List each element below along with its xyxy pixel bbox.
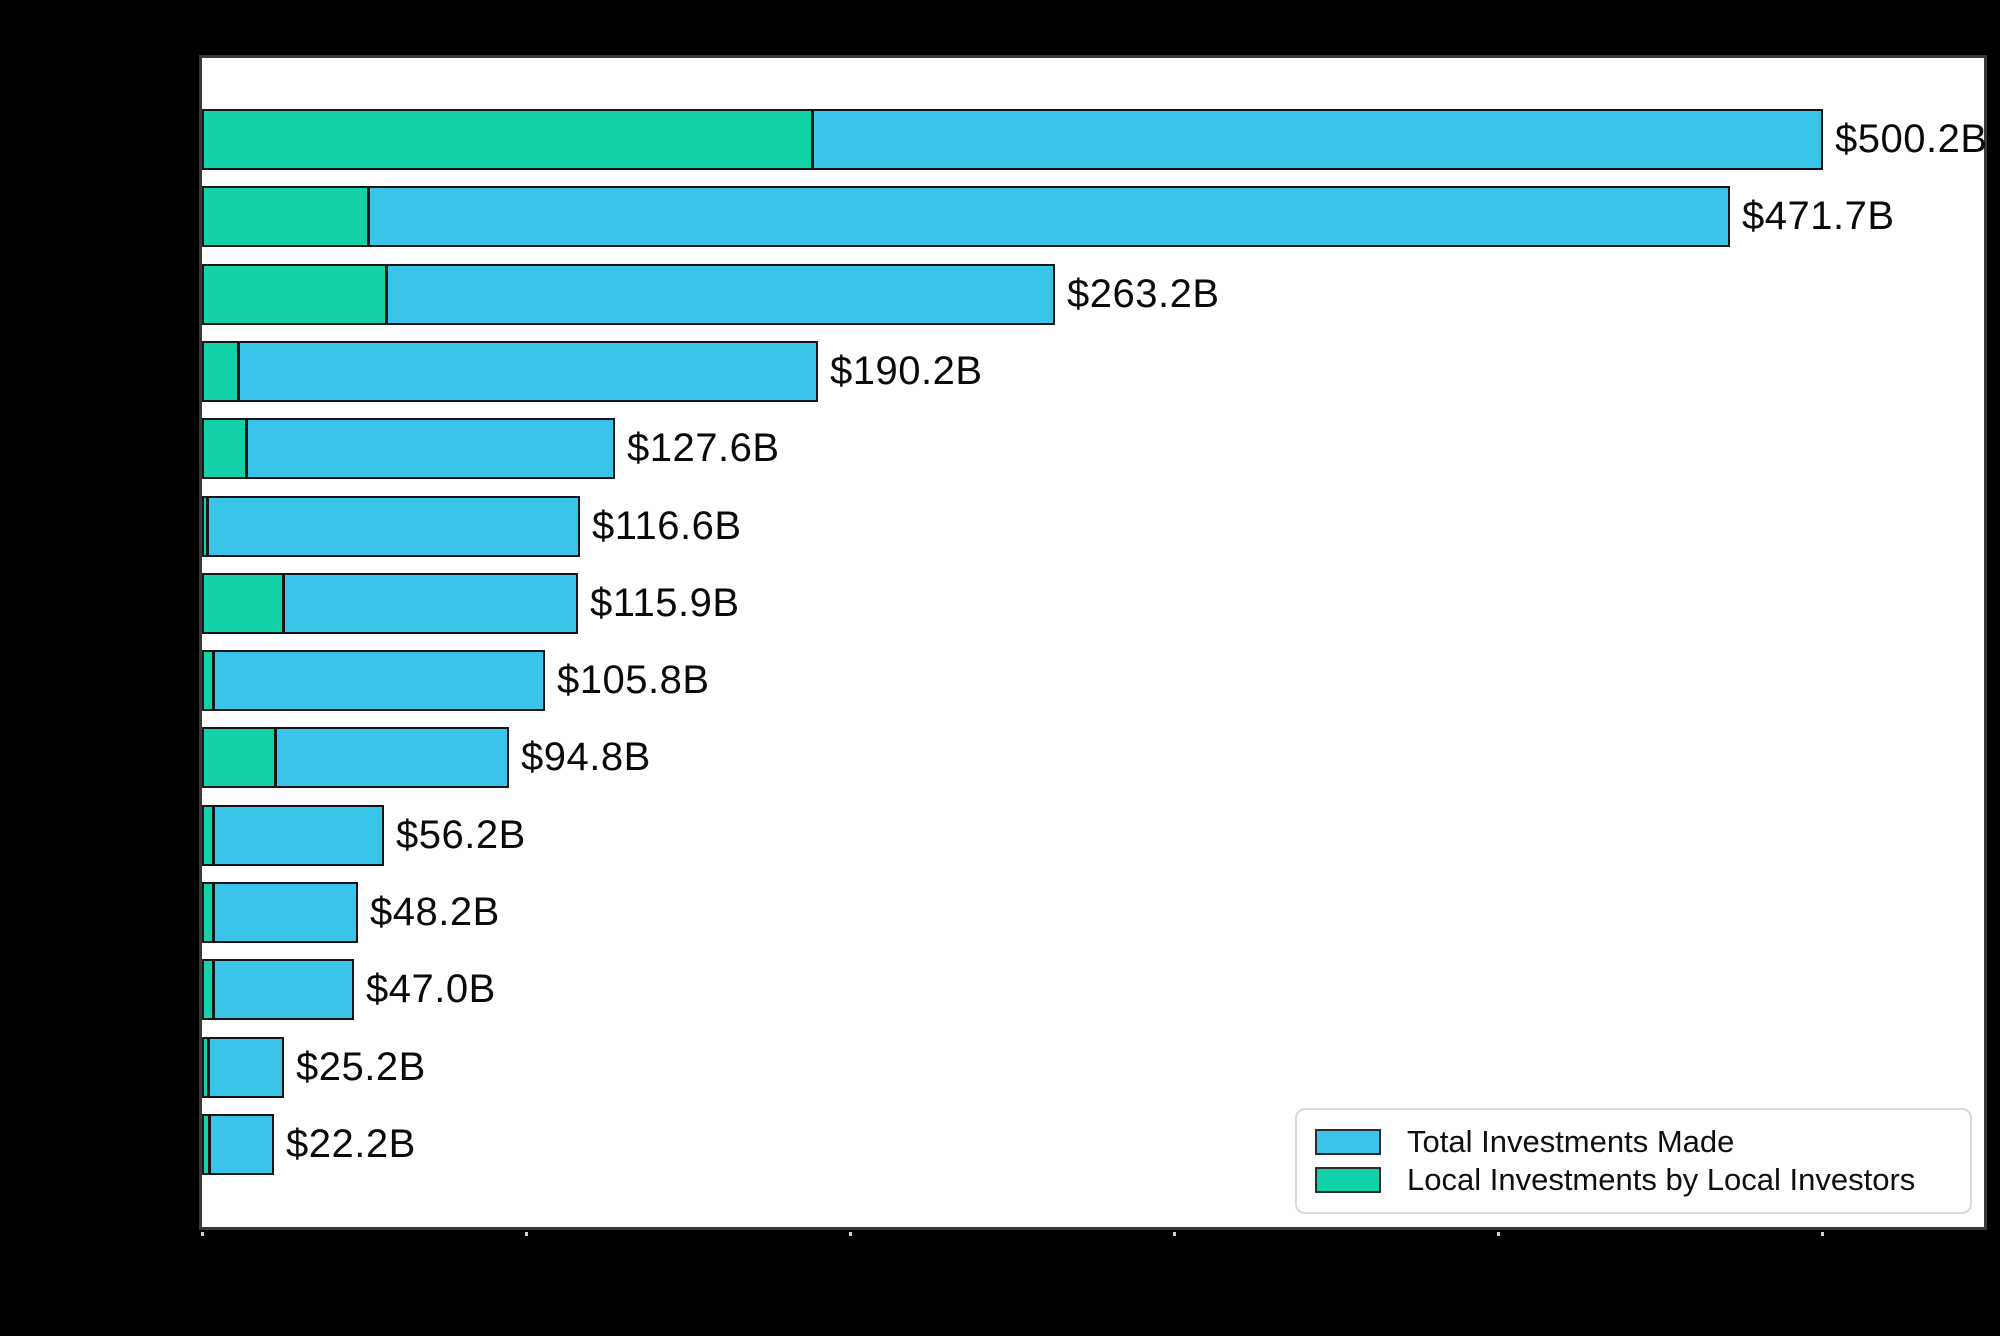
bar-value-label: $25.2B	[296, 1044, 426, 1089]
plot-area: $500.2B $471.7B $263.2B $190.2B $127.6B $116.…	[199, 55, 1987, 1230]
bar-segment-total	[285, 574, 576, 632]
bar-value-label: $94.8B	[521, 735, 651, 780]
bar-segment-local	[204, 342, 240, 400]
legend-label-total: Total Investments Made	[1407, 1124, 1735, 1159]
x-axis-tick-mark	[201, 1232, 204, 1236]
x-axis-tick-mark	[849, 1232, 852, 1236]
bar-segment-total	[215, 961, 352, 1019]
bar	[202, 1113, 274, 1175]
bar-value-label: $471.7B	[1742, 194, 1895, 239]
bar-row: $471.7B	[202, 186, 1895, 248]
bar-value-label: $47.0B	[366, 967, 496, 1012]
bar-segment-total	[210, 1038, 282, 1096]
bar-segment-local	[204, 1038, 210, 1096]
bar	[202, 727, 509, 789]
bar-value-label: $263.2B	[1067, 271, 1220, 316]
bar	[202, 340, 818, 402]
bar-segment-local	[204, 806, 215, 864]
bar-segment-local	[204, 420, 248, 478]
bar-row: $48.2B	[202, 882, 500, 943]
bar-row: $94.8B	[202, 727, 651, 789]
bar-segment-local	[204, 961, 215, 1019]
bar-segment-local	[204, 574, 285, 632]
bar-row: $22.2B	[202, 1113, 416, 1175]
bar	[202, 804, 384, 866]
bar-row: $263.2B	[202, 263, 1220, 325]
bar-segment-local	[204, 1115, 211, 1173]
bar-value-label: $22.2B	[286, 1121, 416, 1166]
bar-value-label: $127.6B	[627, 426, 780, 471]
bar-row: $25.2B	[202, 1036, 426, 1098]
bar	[202, 572, 578, 634]
bar-row: $127.6B	[202, 418, 780, 480]
bar-value-label: $105.8B	[557, 658, 710, 703]
bar	[202, 186, 1730, 248]
bar-value-label: $56.2B	[396, 812, 526, 857]
legend-item-local: Local Investments by Local Investors	[1315, 1162, 1952, 1198]
x-axis-tick-mark	[1821, 1232, 1824, 1236]
bar-value-label: $500.2B	[1835, 117, 1988, 161]
bar	[202, 650, 545, 712]
bar	[202, 959, 354, 1021]
bar-segment-local	[204, 884, 215, 941]
bar-segment-local	[204, 188, 370, 246]
legend-swatch-total-icon	[1315, 1129, 1381, 1155]
bar-segment-total	[277, 729, 507, 787]
bar-segment-total	[209, 497, 578, 555]
bar-segment-local	[204, 729, 277, 787]
bar-segment-total	[215, 806, 382, 864]
bar	[202, 1036, 284, 1098]
bar-segment-local	[204, 652, 215, 710]
bar-segment-total	[814, 111, 1821, 168]
bar-segment-total	[211, 1115, 272, 1173]
bar	[202, 495, 580, 557]
bar-row: $56.2B	[202, 804, 526, 866]
bar-segment-total	[248, 420, 613, 478]
bar	[202, 263, 1055, 325]
bar-segment-total	[240, 342, 816, 400]
bar-row: $115.9B	[202, 572, 740, 634]
bar-value-label: $48.2B	[370, 890, 500, 934]
bar	[202, 109, 1823, 170]
bar-segment-local	[204, 497, 209, 555]
legend-label-local: Local Investments by Local Investors	[1407, 1162, 1916, 1197]
bar-segment-local	[204, 265, 388, 323]
bar-row: $190.2B	[202, 340, 983, 402]
x-axis-tick-mark	[1173, 1232, 1176, 1236]
legend-swatch-local-icon	[1315, 1167, 1381, 1193]
bar	[202, 418, 615, 480]
bar-segment-local	[204, 111, 814, 168]
bar-segment-total	[215, 652, 543, 710]
legend-item-total: Total Investments Made	[1315, 1124, 1952, 1160]
bar-row: $47.0B	[202, 959, 496, 1021]
legend: Total Investments Made Local Investments…	[1295, 1108, 1972, 1214]
bar-segment-total	[370, 188, 1728, 246]
bar-row: $105.8B	[202, 650, 710, 712]
bar-segment-total	[388, 265, 1053, 323]
bar-value-label: $116.6B	[592, 503, 742, 548]
bar-row: $500.2B	[202, 109, 1988, 170]
x-axis-tick-mark	[1497, 1232, 1500, 1236]
x-axis-tick-mark	[525, 1232, 528, 1236]
bar-value-label: $190.2B	[830, 348, 983, 393]
bar-segment-total	[215, 884, 356, 941]
bar	[202, 882, 358, 943]
bar-value-label: $115.9B	[590, 580, 740, 625]
bar-row: $116.6B	[202, 495, 742, 557]
